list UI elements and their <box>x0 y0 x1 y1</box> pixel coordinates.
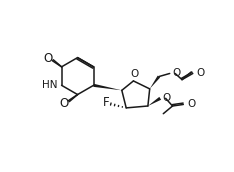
Text: F: F <box>103 96 110 109</box>
Text: HN: HN <box>42 80 58 90</box>
Text: O: O <box>44 52 53 65</box>
Polygon shape <box>150 76 160 89</box>
Polygon shape <box>148 97 161 106</box>
Text: O: O <box>197 68 205 78</box>
Text: O: O <box>130 69 138 79</box>
Polygon shape <box>93 84 122 90</box>
Text: O: O <box>172 68 180 78</box>
Text: O: O <box>187 99 195 109</box>
Text: O: O <box>60 96 69 110</box>
Text: O: O <box>163 93 171 103</box>
